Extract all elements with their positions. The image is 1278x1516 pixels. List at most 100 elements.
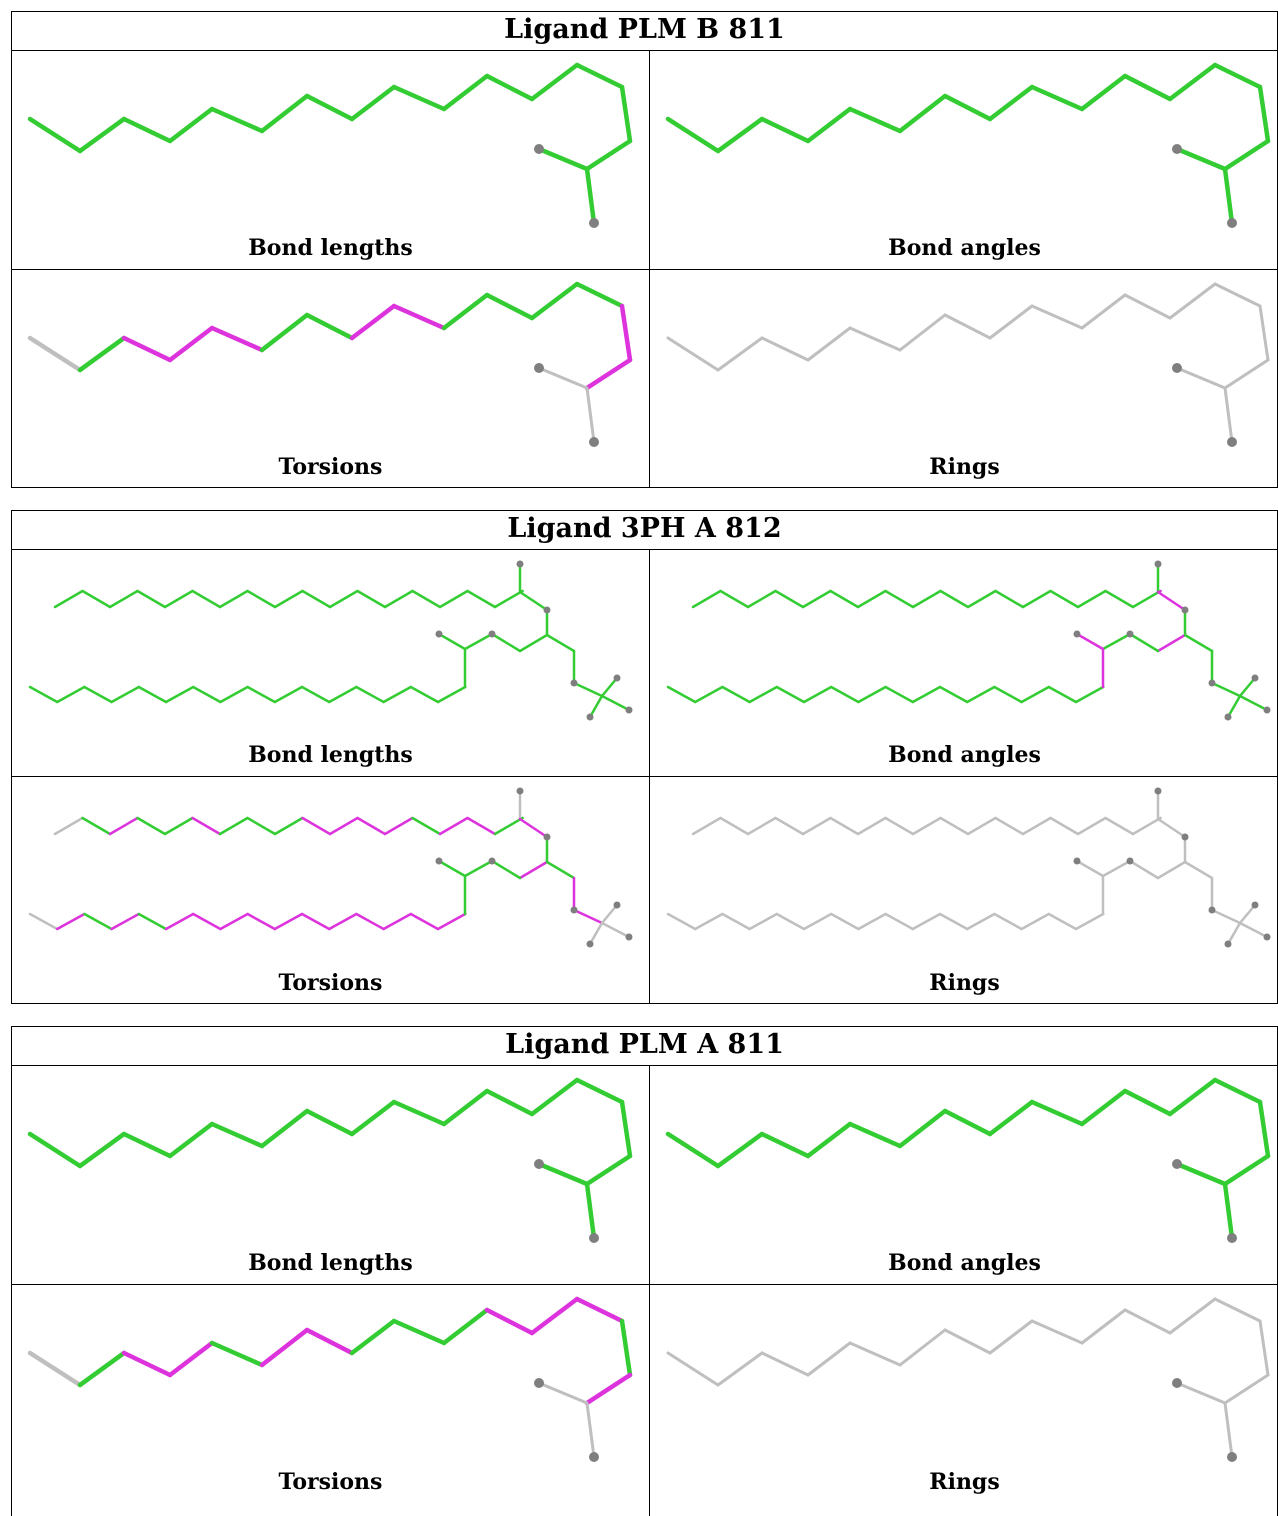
- ligand-title: Ligand PLM A 811: [12, 1027, 1277, 1066]
- bond-line: [721, 912, 751, 931]
- bond-line: [805, 1121, 853, 1159]
- atom-marker: [1126, 857, 1134, 865]
- bond-line: [409, 685, 440, 704]
- molecule-diagram: [27, 1296, 633, 1462]
- bond-line: [715, 1131, 765, 1169]
- bond-line: [572, 681, 604, 698]
- bond-line: [219, 685, 249, 704]
- atom-marker: [1172, 1159, 1182, 1169]
- panel-rings: Rings: [650, 1285, 1278, 1503]
- bond-line: [382, 685, 413, 704]
- atom-marker: [1251, 674, 1259, 682]
- bond-line: [1213, 282, 1262, 308]
- panel-label: Bond lengths: [248, 1250, 413, 1276]
- bond-line: [259, 312, 310, 353]
- bond-line: [588, 921, 604, 946]
- bond-line: [774, 816, 805, 836]
- bond-line: [53, 816, 84, 836]
- bond-line: [1080, 293, 1127, 330]
- panel-label: Bond angles: [888, 742, 1041, 768]
- bond-line: [1168, 1297, 1217, 1335]
- bond-line: [585, 1401, 596, 1459]
- bond-line: [1238, 921, 1269, 939]
- bond-line: [27, 116, 83, 154]
- bond-line: [137, 685, 168, 704]
- bond-line: [585, 386, 596, 444]
- bond-line: [760, 1351, 810, 1377]
- bond-line: [939, 589, 970, 609]
- atom-marker: [1227, 437, 1237, 447]
- bond-line: [801, 816, 832, 836]
- bond-line: [715, 116, 765, 154]
- bond-line: [721, 685, 751, 704]
- atom-marker: [625, 933, 633, 941]
- atom-marker: [1263, 933, 1271, 941]
- bond-line: [1101, 859, 1132, 878]
- bond-line: [746, 589, 777, 609]
- atom-marker: [586, 940, 594, 948]
- bond-line: [884, 912, 915, 931]
- bond-line: [484, 1088, 535, 1117]
- bond-line: [666, 685, 697, 704]
- bond-line: [1076, 816, 1107, 836]
- bond-line: [943, 313, 992, 340]
- atom-marker: [534, 144, 544, 154]
- panel-rings: Rings: [650, 270, 1278, 488]
- bond-line: [1183, 860, 1214, 880]
- bond-line: [328, 816, 359, 836]
- bond-line: [110, 685, 141, 704]
- bond-line: [518, 590, 549, 612]
- bond-line: [349, 1099, 397, 1137]
- bond-line: [1257, 84, 1271, 144]
- atom-marker: [1208, 906, 1216, 914]
- bond-line: [1258, 1319, 1270, 1377]
- bond-line: [584, 1181, 597, 1241]
- panel-torsions: Torsions: [12, 270, 649, 488]
- bond-line: [829, 589, 860, 609]
- bond-line: [1131, 589, 1162, 609]
- bond-line: [437, 632, 467, 651]
- bond-line: [1122, 73, 1173, 102]
- panel-bond-lengths: Bond lengths: [12, 550, 649, 776]
- bond-line: [28, 912, 59, 931]
- bond-line: [167, 1340, 215, 1378]
- bond-line: [1021, 589, 1052, 609]
- bond-line: [121, 116, 173, 144]
- atom-marker: [1172, 363, 1182, 373]
- bond-line: [1128, 632, 1160, 653]
- atom-marker: [1224, 713, 1232, 721]
- panel-rings: Rings: [650, 777, 1278, 1004]
- bond-line: [537, 366, 589, 390]
- bond-line: [349, 1318, 397, 1356]
- bond-line: [81, 816, 112, 836]
- bond-line: [1075, 859, 1105, 878]
- atom-marker: [1154, 560, 1162, 568]
- panel-label: Torsions: [278, 1469, 383, 1495]
- bond-line: [802, 685, 833, 704]
- bond-line: [518, 817, 549, 839]
- bond-line: [584, 357, 633, 391]
- atom-marker: [435, 630, 443, 638]
- bond-line: [719, 816, 750, 836]
- bond-line: [1238, 694, 1269, 712]
- bond-line: [304, 312, 355, 341]
- bond-line: [716, 336, 764, 372]
- bond-line: [164, 685, 195, 704]
- bond-line: [28, 685, 59, 704]
- bond-line: [356, 589, 387, 609]
- atom-marker: [516, 787, 524, 795]
- bond-line: [1167, 62, 1218, 102]
- bond-line: [805, 106, 853, 144]
- atom-marker: [1181, 833, 1189, 841]
- panel-label: Bond angles: [888, 235, 1041, 261]
- bond-line: [829, 685, 860, 704]
- atom-marker: [543, 606, 551, 614]
- bond-line: [110, 912, 141, 931]
- bond-line: [167, 325, 215, 363]
- bond-line: [437, 859, 467, 878]
- bond-line: [27, 1350, 83, 1388]
- bond-line: [691, 816, 722, 836]
- bond-line: [246, 816, 277, 836]
- atom-marker: [534, 1159, 544, 1169]
- bond-line: [775, 685, 806, 704]
